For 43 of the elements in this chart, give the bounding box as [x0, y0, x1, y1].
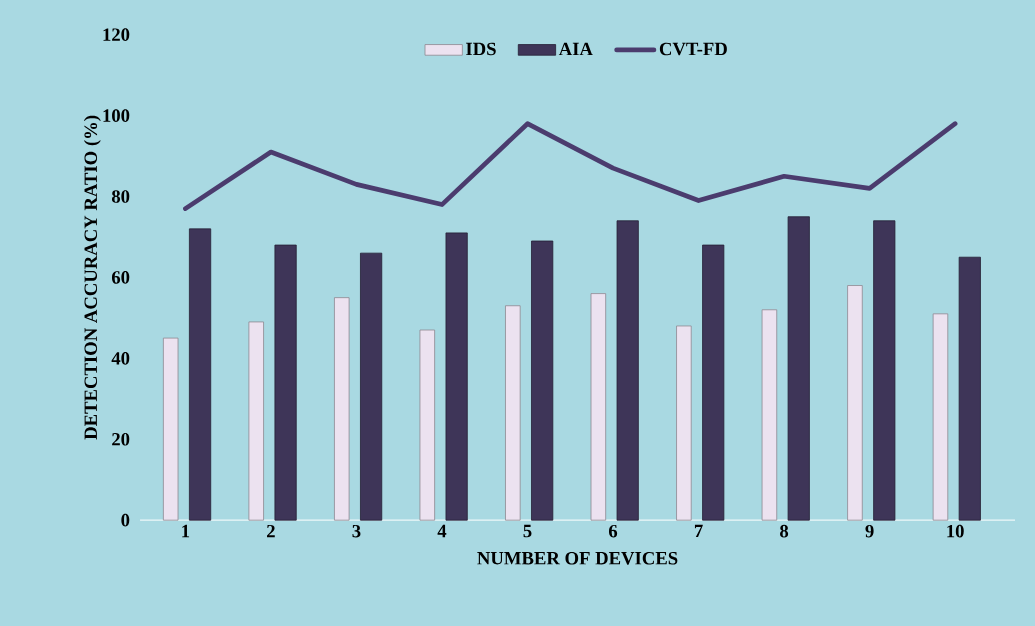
bar [958, 256, 981, 521]
y-tick-label: 20 [112, 432, 130, 446]
bar [445, 232, 468, 521]
x-axis-title: NUMBER OF DEVICES [477, 551, 678, 565]
x-tick-label: 2 [267, 524, 275, 538]
y-tick-label: 60 [111, 271, 130, 284]
x-tick-label: 10 [947, 524, 964, 538]
x-tick-label: 7 [694, 524, 703, 538]
bar [505, 305, 521, 521]
y-tick-label: 0 [121, 513, 130, 527]
bar [531, 240, 554, 521]
y-tick-label: 100 [103, 109, 130, 122]
bar [932, 313, 949, 521]
y-tick-label: 80 [111, 190, 130, 203]
legend-label: AIA [558, 42, 593, 55]
bar [616, 220, 639, 521]
legend-label: IDS [466, 42, 496, 56]
bar [873, 220, 896, 521]
bar [188, 228, 212, 521]
x-tick-label: 4 [437, 524, 447, 538]
bar [787, 216, 810, 521]
bar [676, 325, 692, 521]
bar [761, 309, 778, 521]
x-tick-label: 6 [609, 524, 618, 538]
bar [334, 297, 350, 521]
y-tick-label: 40 [111, 351, 130, 365]
legend-label: CVT-FD [659, 42, 727, 56]
y-tick-label: 120 [103, 28, 130, 41]
bar [162, 337, 179, 521]
bar [274, 244, 297, 521]
y-axis-title: DETECTION ACCURACY RATIO (%) [83, 115, 101, 440]
line-series [183, 121, 958, 211]
x-tick-label: 3 [352, 524, 361, 538]
x-tick-label: 9 [865, 524, 874, 538]
bar [248, 321, 264, 521]
bar [419, 329, 436, 521]
bar [847, 285, 863, 521]
x-tick-label: 5 [523, 524, 532, 538]
bar [590, 293, 607, 521]
bar [360, 252, 383, 521]
bar [702, 244, 725, 521]
x-tick-label: 8 [780, 524, 789, 538]
x-tick-label: 1 [182, 524, 190, 538]
